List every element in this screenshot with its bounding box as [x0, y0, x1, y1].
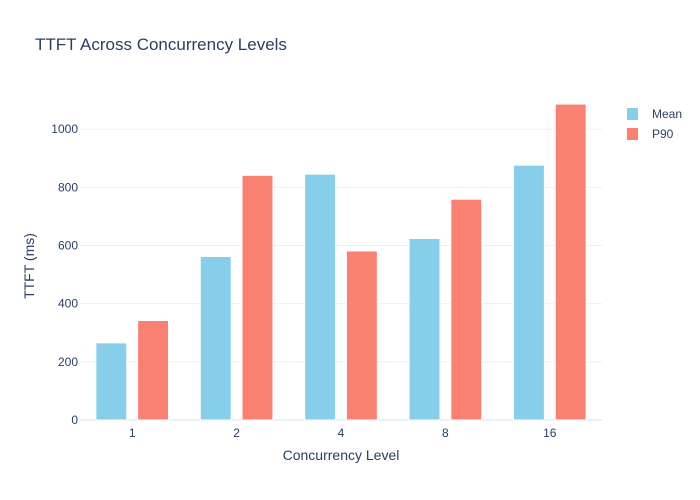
- legend-item-p90[interactable]: P90: [627, 127, 674, 141]
- x-tick-label: 1: [129, 426, 136, 440]
- x-axis-title: Concurrency Level: [283, 447, 400, 463]
- bar-mean-8[interactable]: [408, 237, 441, 421]
- y-tick-label: 800: [58, 180, 78, 194]
- y-tick-label: 600: [58, 238, 78, 252]
- bar-p90-1[interactable]: [137, 320, 170, 421]
- bar-mean-16[interactable]: [512, 164, 545, 421]
- x-tick-labels: 1 2 4 8 16: [129, 426, 557, 440]
- bar-mean-1[interactable]: [95, 342, 128, 421]
- bar-p90-2[interactable]: [241, 174, 274, 421]
- y-tick-labels: 0 200 400 600 800 1000: [51, 122, 78, 427]
- x-tick-label: 16: [543, 426, 557, 440]
- legend-label: P90: [652, 127, 674, 141]
- y-tick-label: 1000: [51, 122, 78, 136]
- bars: [95, 103, 587, 421]
- legend-swatch: [627, 128, 638, 140]
- y-axis-title: TTFT (ms): [21, 233, 37, 299]
- x-tick-label: 2: [233, 426, 240, 440]
- legend-swatch: [627, 108, 638, 120]
- y-tick-label: 400: [58, 297, 78, 311]
- bar-mean-2[interactable]: [199, 256, 232, 421]
- bar-p90-8[interactable]: [450, 198, 483, 421]
- y-tick-label: 0: [71, 413, 78, 427]
- legend-label: Mean: [652, 107, 682, 121]
- chart-title: TTFT Across Concurrency Levels: [35, 35, 287, 54]
- legend[interactable]: Mean P90: [627, 107, 682, 141]
- bar-mean-4[interactable]: [304, 173, 337, 421]
- x-tick-label: 4: [338, 426, 345, 440]
- y-tick-label: 200: [58, 355, 78, 369]
- x-tick-label: 8: [442, 426, 449, 440]
- legend-item-mean[interactable]: Mean: [627, 107, 682, 121]
- bar-p90-16[interactable]: [554, 103, 587, 421]
- bar-p90-4[interactable]: [345, 250, 378, 421]
